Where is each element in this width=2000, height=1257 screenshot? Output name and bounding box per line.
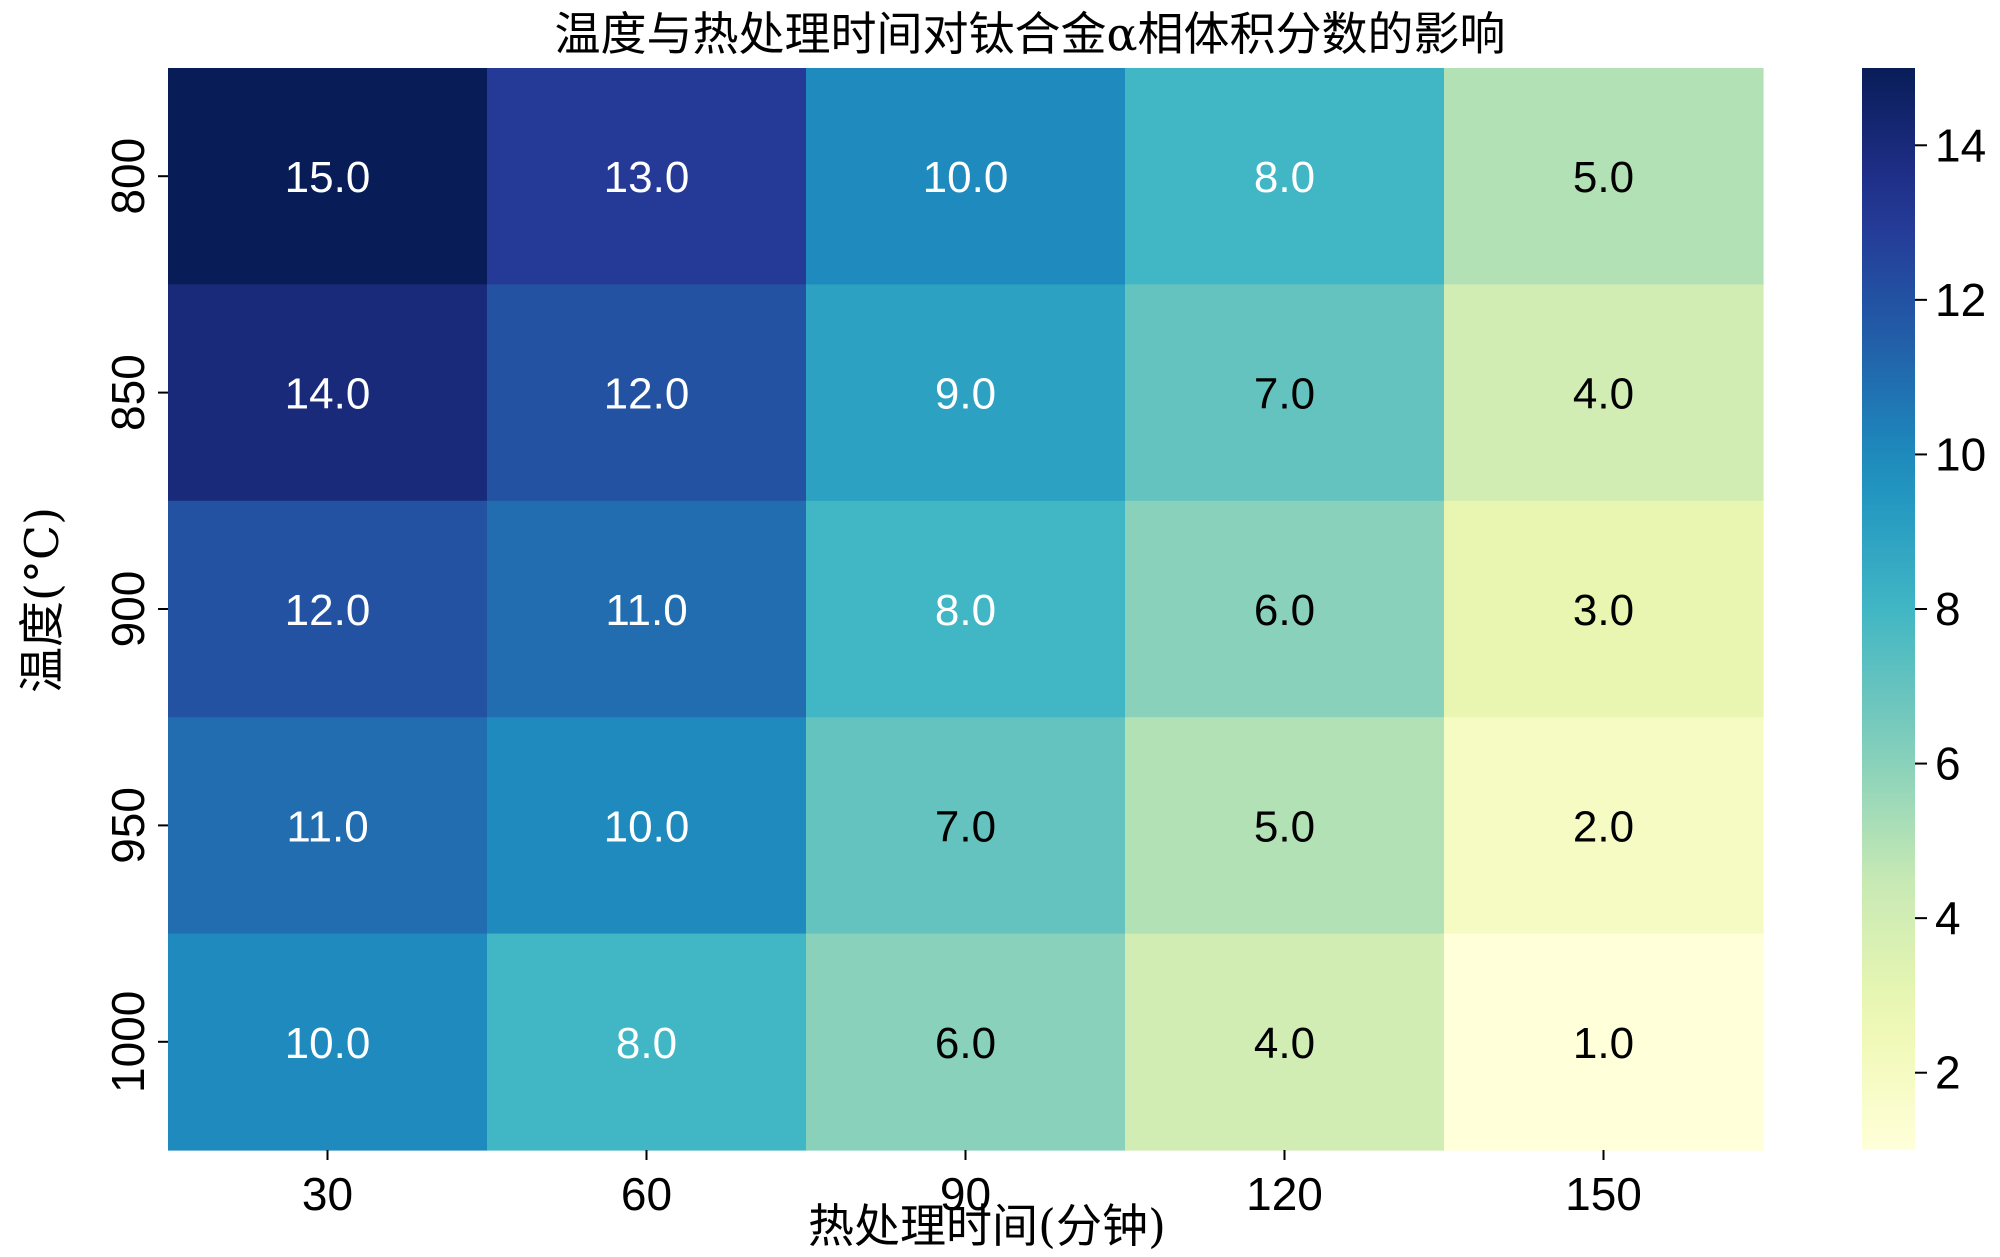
heatmap-cell — [1125, 68, 1445, 285]
colorbar-ticks: 2 4 6 8 10 12 14 — [1915, 119, 1986, 1099]
heatmap-cell — [1444, 717, 1764, 935]
heatmap-cell — [487, 717, 807, 935]
colorbar-tick-label: 4 — [1935, 892, 1961, 944]
x-tick-label: 150 — [1565, 1168, 1642, 1220]
cell-value-label: 1.0 — [1573, 1019, 1634, 1068]
cell-value-label: 11.0 — [605, 586, 687, 635]
cell-value-label: 10.0 — [285, 1019, 371, 1068]
heatmap-cell — [1444, 284, 1764, 502]
colorbar-tick-label: 14 — [1935, 119, 1986, 171]
x-tick-label: 60 — [621, 1168, 672, 1220]
heatmap-cell — [1125, 500, 1445, 718]
heatmap-cell — [168, 68, 488, 285]
chart-title: 温度与热处理时间对钛合金α相体积分数的影响 — [554, 7, 1505, 61]
x-tick-label: 120 — [1246, 1168, 1323, 1220]
heatmap-cell — [806, 717, 1126, 935]
heatmap-cell — [806, 68, 1126, 285]
colorbar-tick-label: 2 — [1935, 1047, 1961, 1099]
y-tick-label: 900 — [102, 571, 154, 648]
cell-value-label: 5.0 — [1254, 802, 1315, 851]
cell-value-label: 6.0 — [1254, 586, 1315, 635]
heatmap-cell — [168, 284, 488, 502]
cell-value-label: 15.0 — [285, 153, 371, 202]
heatmap-cell — [1444, 933, 1764, 1151]
colorbar-tick-label: 6 — [1935, 738, 1961, 790]
heatmap-cell — [487, 500, 807, 718]
cell-value-label: 2.0 — [1573, 802, 1634, 851]
heatmap-cell — [487, 933, 807, 1151]
cell-value-label: 8.0 — [935, 586, 996, 635]
y-axis-label: 温度(°C) — [15, 507, 69, 693]
y-tick-label: 850 — [102, 354, 154, 431]
colorbar-tick-label: 10 — [1935, 428, 1986, 480]
x-axis-ticks: 30 60 90 120 150 — [302, 1150, 1642, 1220]
heatmap-cell — [168, 500, 488, 718]
cell-value-label: 11.0 — [286, 802, 368, 851]
heatmap-cell — [168, 933, 488, 1151]
cell-value-label: 14.0 — [285, 370, 371, 419]
heatmap-cell — [1125, 933, 1445, 1151]
cell-value-label: 6.0 — [935, 1019, 996, 1068]
heatmap-cell — [1444, 68, 1764, 285]
cell-value-label: 8.0 — [1254, 153, 1315, 202]
cell-value-label: 3.0 — [1573, 586, 1634, 635]
x-tick-label: 90 — [940, 1168, 991, 1220]
heatmap-cell — [806, 284, 1126, 502]
colorbar — [1862, 68, 1915, 1150]
cell-value-label: 12.0 — [604, 370, 690, 419]
y-tick-label: 800 — [102, 138, 154, 215]
x-axis-label: 热处理时间(分钟) — [808, 1199, 1166, 1253]
cell-value-label: 12.0 — [285, 586, 371, 635]
heatmap-cell — [487, 284, 807, 502]
heatmap-cell — [1444, 500, 1764, 718]
cell-value-label: 10.0 — [923, 153, 1009, 202]
cell-value-label: 4.0 — [1573, 370, 1634, 419]
heatmap-cell — [168, 717, 488, 935]
cell-value-label: 4.0 — [1254, 1019, 1315, 1068]
x-tick-label: 30 — [302, 1168, 353, 1220]
colorbar-tick-label: 8 — [1935, 583, 1961, 635]
cell-value-label: 5.0 — [1573, 153, 1634, 202]
heatmap-cell — [1125, 284, 1445, 502]
cell-value-label: 9.0 — [935, 370, 996, 419]
y-tick-label: 950 — [102, 787, 154, 864]
cell-value-label: 10.0 — [604, 802, 690, 851]
heatmap-cell — [487, 68, 807, 285]
cell-value-label: 7.0 — [1254, 370, 1315, 419]
y-axis-ticks: 800 850 900 950 1000 — [102, 138, 168, 1093]
cell-value-label: 8.0 — [616, 1019, 677, 1068]
heatmap-cells: 15.0 13.0 10.0 8.0 5.0 14.0 12.0 9.0 7.0 4.0 12.0 1… — [168, 68, 1764, 1151]
heatmap-cell — [1125, 717, 1445, 935]
cell-value-label: 7.0 — [935, 802, 996, 851]
heatmap-cell — [806, 933, 1126, 1151]
cell-value-label: 13.0 — [604, 153, 690, 202]
colorbar-tick-label: 12 — [1935, 274, 1986, 326]
heatmap-cell — [806, 500, 1126, 718]
y-tick-label: 1000 — [102, 991, 154, 1093]
